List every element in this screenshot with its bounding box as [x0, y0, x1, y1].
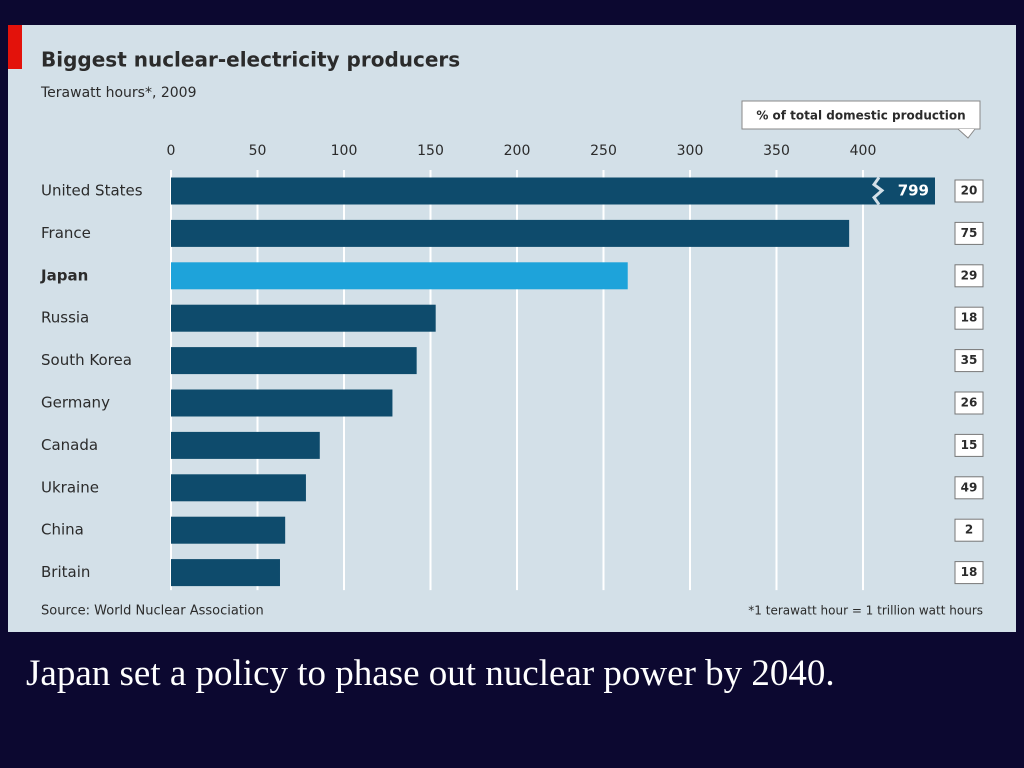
y-tick-label: United States — [41, 182, 143, 200]
x-tick-label: 200 — [504, 143, 531, 159]
x-tick-label: 300 — [677, 143, 704, 159]
share-box — [954, 264, 984, 288]
bar — [171, 219, 850, 247]
share-value: 29 — [961, 268, 978, 282]
bar — [171, 177, 935, 205]
x-tick-label: 250 — [590, 143, 617, 159]
bar-break — [871, 176, 885, 206]
y-tick-label: Britain — [41, 563, 90, 581]
chart-subtitle: Terawatt hours*, 2009 — [40, 85, 196, 101]
value-label: 799 — [898, 182, 929, 200]
share-box — [954, 476, 984, 500]
x-tick-label: 100 — [331, 143, 358, 159]
bar — [171, 389, 393, 417]
share-box — [954, 518, 984, 542]
chart-title: Biggest nuclear-electricity producers — [41, 48, 460, 72]
y-tick-label: Ukraine — [41, 478, 99, 496]
y-tick-label: Japan — [40, 266, 88, 284]
share-box — [954, 306, 984, 330]
chart: Biggest nuclear-electricity producers Te… — [8, 25, 1016, 632]
share-value: 18 — [961, 311, 978, 325]
y-tick-label: Germany — [41, 394, 110, 412]
x-tick-label: 150 — [417, 143, 444, 159]
y-tick-label: South Korea — [41, 351, 132, 369]
y-tick-label: Russia — [41, 309, 89, 327]
share-header-box — [741, 100, 981, 130]
share-value: 49 — [961, 480, 978, 494]
caption: Japan set a policy to phase out nuclear … — [26, 653, 835, 694]
x-tick-label: 400 — [850, 143, 877, 159]
share-value: 2 — [965, 523, 973, 537]
footnote: *1 terawatt hour = 1 trillion watt hours — [748, 604, 983, 618]
y-tick-label: Canada — [41, 436, 98, 454]
share-box — [954, 179, 984, 203]
x-tick-label: 350 — [763, 143, 790, 159]
bar — [171, 347, 417, 375]
bar — [171, 559, 280, 587]
share-box — [954, 433, 984, 457]
share-value: 75 — [961, 226, 978, 240]
share-header: % of total domestic production — [756, 109, 965, 123]
share-value: 18 — [961, 565, 978, 579]
y-tick-label: China — [41, 521, 84, 539]
y-tick-label: France — [41, 224, 91, 242]
page: {"chart_data": {"type": "bar", "orientat… — [8, 25, 1016, 694]
x-tick-label: 50 — [249, 143, 267, 159]
share-box — [954, 221, 984, 245]
bar — [171, 431, 320, 459]
share-value: 20 — [961, 184, 978, 198]
share-value: 26 — [961, 396, 978, 410]
share-box — [954, 349, 984, 373]
share-value: 15 — [961, 438, 978, 452]
bar — [171, 262, 628, 290]
accent — [8, 25, 22, 69]
share-box — [954, 561, 984, 585]
x-tick-label: 0 — [167, 143, 176, 159]
bar — [171, 304, 436, 332]
share-pointer — [957, 128, 976, 139]
source: Source: World Nuclear Association — [41, 604, 264, 619]
bar — [171, 474, 306, 502]
bar — [171, 516, 286, 544]
share-value: 35 — [961, 353, 978, 367]
share-box — [954, 391, 984, 415]
